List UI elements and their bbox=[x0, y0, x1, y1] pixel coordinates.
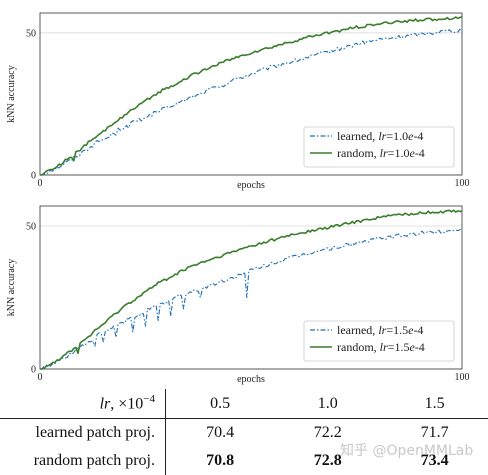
x-tick-label: 0 bbox=[38, 178, 43, 189]
legend-entry: learned, lr=1.0e-4 bbox=[337, 129, 423, 143]
table-cell: 70.4 bbox=[206, 424, 235, 441]
series-line-random bbox=[40, 209, 463, 370]
table-cell-bold: 70.8 bbox=[206, 452, 235, 469]
chart-learned-vs-random-lr-1e-4: 0 50 0 100 epochs kNN accuracy learned, lr=… bbox=[6, 12, 470, 191]
results-table: lr, ×10−4 0.5 1.0 1.5 learned patch proj… bbox=[0, 389, 488, 475]
legend-entry: random, lr=1.5e-4 bbox=[337, 340, 425, 354]
series-line-learned bbox=[39, 228, 463, 370]
legend-box bbox=[303, 320, 455, 362]
table-row: random patch proj. 70.8 72.8 73.4 bbox=[0, 447, 488, 475]
x-tick-label: 0 bbox=[38, 372, 43, 383]
y-tick-label: 50 bbox=[26, 222, 36, 233]
y-axis-label: kNN accuracy bbox=[6, 65, 17, 122]
chart-learned-vs-random-lr-1-5e-4: 0 50 0 100 epochs kNN accuracy learned, lr=… bbox=[6, 205, 470, 385]
table-cell: 71.7 bbox=[420, 424, 449, 441]
table-cell-bold: 72.8 bbox=[313, 452, 342, 469]
legend: learned, lr=1.0e-4 random, lr=1.0e-4 bbox=[303, 126, 455, 168]
table-cell: 72.2 bbox=[313, 424, 342, 441]
row-label: random patch proj. bbox=[0, 447, 166, 475]
row-label: learned patch proj. bbox=[0, 418, 166, 447]
y-tick-label: 0 bbox=[31, 171, 36, 182]
header-lr-symbol: lr bbox=[99, 395, 111, 413]
header-label-cell: lr, ×10−4 bbox=[0, 389, 166, 419]
series-line-learned bbox=[39, 28, 463, 176]
legend-entry: learned, lr=1.5e-4 bbox=[337, 323, 423, 337]
x-axis-label: epochs bbox=[237, 180, 265, 191]
charts-canvas: 0 50 0 100 epochs kNN accuracy learned, lr=… bbox=[6, 12, 470, 385]
table-row: learned patch proj. 70.4 72.2 71.7 bbox=[0, 418, 488, 447]
table-header-row: lr, ×10−4 0.5 1.0 1.5 bbox=[0, 389, 488, 419]
table-cell-bold: 73.4 bbox=[420, 452, 449, 469]
y-tick-label: 50 bbox=[26, 28, 36, 39]
header-col: 0.5 bbox=[165, 389, 275, 419]
x-tick-label: 100 bbox=[455, 372, 470, 383]
x-axis-label: epochs bbox=[237, 374, 265, 385]
header-col: 1.5 bbox=[381, 389, 488, 419]
header-scale-exponent: −4 bbox=[143, 393, 155, 406]
x-tick-label: 100 bbox=[455, 178, 470, 189]
header-scale-text: , ×10 bbox=[110, 395, 144, 413]
y-tick-label: 0 bbox=[31, 365, 36, 376]
series-line-random bbox=[40, 15, 463, 176]
legend-box bbox=[303, 126, 455, 168]
plot-frame bbox=[39, 205, 463, 370]
plot-frame bbox=[39, 12, 463, 176]
header-col: 1.0 bbox=[274, 389, 382, 419]
legend-entry: random, lr=1.0e-4 bbox=[337, 146, 425, 160]
legend: learned, lr=1.5e-4 random, lr=1.5e-4 bbox=[303, 320, 455, 362]
y-axis-label: kNN accuracy bbox=[6, 259, 17, 316]
